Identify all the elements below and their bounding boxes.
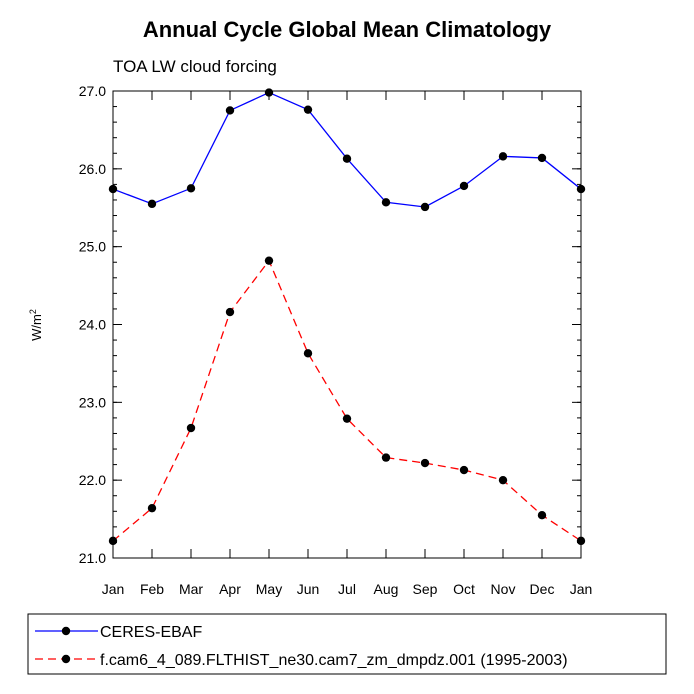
x-tick-label: Apr [219, 581, 241, 597]
y-tick-label: 24.0 [79, 317, 106, 333]
y-axis-label-superscript: 2 [28, 309, 38, 314]
series-2-point [303, 349, 313, 358]
x-tick-label: Jun [297, 581, 320, 597]
series-1-point [498, 152, 508, 161]
series-2-point [498, 475, 508, 485]
series-1-point [576, 184, 586, 194]
series-line-2 [112, 259, 582, 542]
x-tick-label: Jan [570, 581, 593, 597]
series-1-point [381, 198, 391, 207]
series-2-point [381, 453, 391, 462]
legend-marker-1 [61, 626, 71, 636]
legend-marker-2 [61, 654, 71, 664]
x-tick-label: Aug [374, 581, 399, 597]
x-tick-label: Nov [491, 581, 516, 597]
series-1-point [147, 199, 157, 209]
y-tick-label: 25.0 [79, 239, 106, 255]
series-1-point [303, 105, 313, 114]
y-tick-label: 21.0 [79, 550, 106, 566]
series-1-point [225, 106, 235, 115]
y-tick-label: 23.0 [79, 394, 106, 410]
series-2-point [186, 423, 196, 433]
legend: CERES-EBAF f.cam6_4_089.FLTHIST_ne30.cam7… [35, 624, 568, 669]
x-tick-label: Mar [179, 581, 203, 597]
y-axis-label: W/m2 [28, 309, 44, 341]
x-tick-label: Dec [530, 581, 555, 597]
y-tick-label: 26.0 [79, 161, 106, 177]
series-2-point [459, 465, 469, 475]
series-2-point [108, 536, 118, 546]
ticks-layer: 27.0 26.0 25.0 24.0 23.0 22.0 21.0 Jan Feb Mar Apr… [79, 83, 593, 597]
y-tick-label: 27.0 [79, 83, 106, 99]
series-1-point [186, 184, 196, 193]
series-1-point [537, 153, 547, 163]
series-1-point [459, 181, 469, 191]
series-2-point [225, 307, 235, 317]
series-line-1 [112, 91, 582, 208]
x-tick-label: Jul [338, 581, 356, 597]
x-tick-label: Jan [102, 581, 125, 597]
y-axis-label-text: W/m [29, 314, 44, 341]
legend-label-2: f.cam6_4_089.FLTHIST_ne30.cam7_zm_dmpdz.… [100, 652, 568, 669]
svg-text:W/m2: W/m2 [28, 309, 44, 341]
series-1-point [342, 154, 352, 163]
series-1-point [108, 184, 118, 194]
series-1-point [264, 88, 274, 97]
y-tick-label: 22.0 [79, 472, 106, 488]
series-2-point [342, 414, 352, 423]
legend-box [27, 613, 667, 675]
x-tick-label: Sep [413, 581, 438, 597]
series-2-point [420, 458, 430, 468]
series-2-point [576, 536, 586, 546]
chart-subtitle: TOA LW cloud forcing [113, 57, 277, 76]
series-2-point [264, 256, 274, 265]
chart-title: Annual Cycle Global Mean Climatology [143, 17, 552, 42]
x-tick-label: Oct [453, 581, 475, 597]
series-1-point [420, 202, 430, 212]
legend-label-1: CERES-EBAF [100, 624, 202, 641]
series-layer [108, 88, 586, 546]
series-2-point [147, 503, 157, 513]
series-2-point [537, 510, 547, 520]
x-tick-label: May [256, 581, 282, 597]
x-tick-label: Feb [140, 581, 164, 597]
